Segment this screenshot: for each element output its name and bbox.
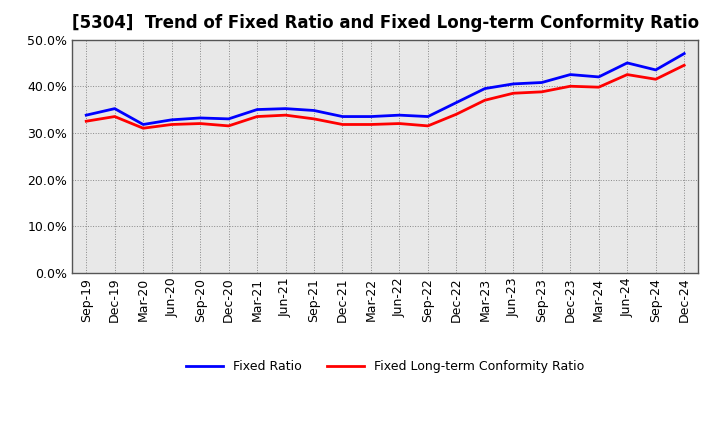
Fixed Long-term Conformity Ratio xyxy=(537,89,546,95)
Fixed Long-term Conformity Ratio xyxy=(423,123,432,128)
Line: Fixed Ratio: Fixed Ratio xyxy=(86,54,684,125)
Fixed Ratio xyxy=(623,60,631,66)
Fixed Long-term Conformity Ratio xyxy=(338,122,347,127)
Fixed Ratio xyxy=(595,74,603,80)
Fixed Long-term Conformity Ratio xyxy=(225,123,233,128)
Fixed Ratio xyxy=(366,114,375,119)
Fixed Ratio xyxy=(452,100,461,105)
Title: [5304]  Trend of Fixed Ratio and Fixed Long-term Conformity Ratio: [5304] Trend of Fixed Ratio and Fixed Lo… xyxy=(71,15,699,33)
Fixed Long-term Conformity Ratio xyxy=(366,122,375,127)
Fixed Long-term Conformity Ratio xyxy=(623,72,631,77)
Fixed Long-term Conformity Ratio xyxy=(680,62,688,68)
Fixed Ratio xyxy=(338,114,347,119)
Fixed Long-term Conformity Ratio xyxy=(509,91,518,96)
Fixed Ratio xyxy=(225,116,233,121)
Fixed Long-term Conformity Ratio xyxy=(395,121,404,126)
Fixed Long-term Conformity Ratio xyxy=(452,112,461,117)
Fixed Ratio xyxy=(652,67,660,73)
Fixed Long-term Conformity Ratio xyxy=(652,77,660,82)
Fixed Ratio xyxy=(680,51,688,56)
Fixed Ratio xyxy=(196,115,204,121)
Legend: Fixed Ratio, Fixed Long-term Conformity Ratio: Fixed Ratio, Fixed Long-term Conformity … xyxy=(181,356,590,378)
Fixed Ratio xyxy=(509,81,518,87)
Fixed Long-term Conformity Ratio xyxy=(282,113,290,118)
Fixed Ratio xyxy=(282,106,290,111)
Fixed Long-term Conformity Ratio xyxy=(139,125,148,131)
Fixed Ratio xyxy=(566,72,575,77)
Fixed Long-term Conformity Ratio xyxy=(253,114,261,119)
Fixed Ratio xyxy=(423,114,432,119)
Fixed Long-term Conformity Ratio xyxy=(310,116,318,121)
Fixed Ratio xyxy=(167,117,176,122)
Fixed Long-term Conformity Ratio xyxy=(110,114,119,119)
Fixed Long-term Conformity Ratio xyxy=(566,84,575,89)
Fixed Long-term Conformity Ratio xyxy=(167,122,176,127)
Fixed Ratio xyxy=(139,122,148,127)
Fixed Long-term Conformity Ratio xyxy=(82,118,91,124)
Fixed Ratio xyxy=(82,113,91,118)
Fixed Ratio xyxy=(110,106,119,111)
Fixed Ratio xyxy=(480,86,489,91)
Fixed Ratio xyxy=(253,107,261,112)
Fixed Long-term Conformity Ratio xyxy=(480,98,489,103)
Fixed Ratio xyxy=(310,108,318,113)
Fixed Ratio xyxy=(395,113,404,118)
Fixed Ratio xyxy=(537,80,546,85)
Fixed Long-term Conformity Ratio xyxy=(595,84,603,90)
Line: Fixed Long-term Conformity Ratio: Fixed Long-term Conformity Ratio xyxy=(86,65,684,128)
Fixed Long-term Conformity Ratio xyxy=(196,121,204,126)
